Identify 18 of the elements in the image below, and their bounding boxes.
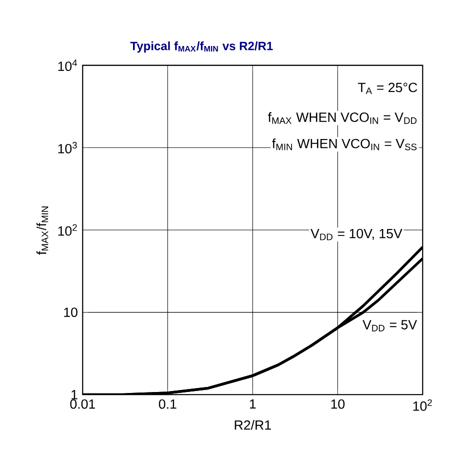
annotation: f$_{MIN}$ WHEN VCO$_{IN}$ = V$_{SS}$	[272, 138, 417, 150]
y-tick-label: 1	[72, 390, 78, 400]
x-tick-label: 0.01	[70, 399, 95, 409]
x-axis-title: R2/R1	[234, 420, 271, 430]
x-tick-label: 0.1	[158, 399, 176, 409]
x-tick-label: 1	[250, 399, 256, 409]
chart-title: Typical f$_{MAX}$/f$_{MIN}$ vs R2/R1	[130, 41, 273, 53]
y-tick-label: 10	[64, 308, 78, 318]
annotation: f$_{MAX}$ WHEN VCO$_{IN}$ = V$_{DD}$	[268, 112, 417, 124]
y-axis-title: f$_{MAX}$/f$_{MIN}$	[36, 206, 48, 255]
y-tick-label: 10$^{4}$	[58, 60, 78, 72]
annotation: T$_{A}$ = 25°C	[358, 82, 418, 94]
x-tick-label: 10	[331, 399, 345, 409]
series-label: V$_{DD}$ = 5V	[362, 320, 417, 332]
y-tick-label: 10$^{3}$	[58, 142, 77, 154]
x-tick-label: 10$^{2}$	[413, 399, 432, 411]
y-tick-label: 10$^{2}$	[58, 224, 77, 236]
series-label: V$_{DD}$ = 10V, 15V	[310, 228, 402, 240]
